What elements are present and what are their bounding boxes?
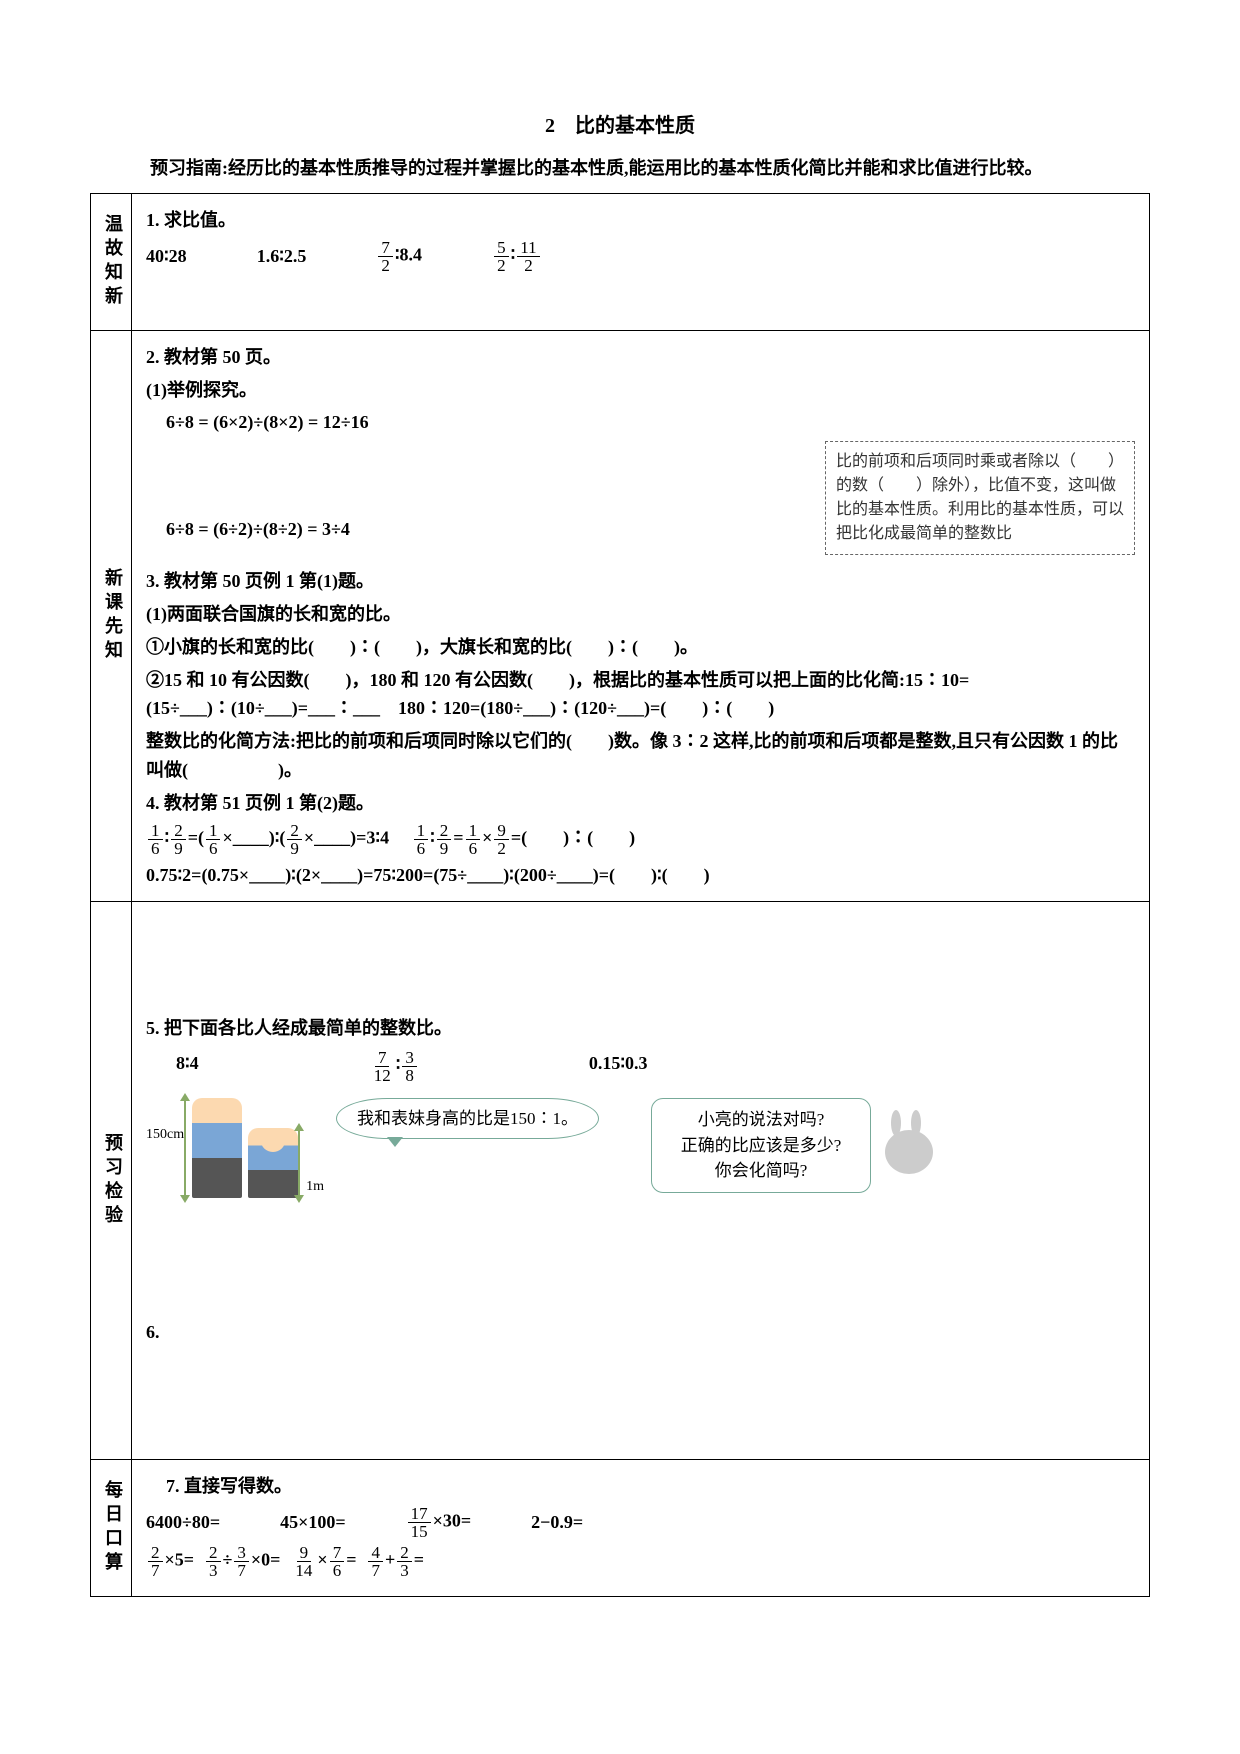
ratio-3: 72∶8.4 xyxy=(376,239,422,274)
new-content: 2. 教材第 50 页。 (1)举例探究。 6÷8 = (6×2)÷(8×2) … xyxy=(132,330,1150,902)
line-3c: ②15 和 10 有公因数( )，180 和 120 有公因数( )，根据比的基… xyxy=(146,666,1135,724)
review-content: 1. 求比值。 40∶28 1.6∶2.5 72∶8.4 52∶112 xyxy=(132,193,1150,330)
oral-8: 47+23= xyxy=(366,1544,424,1579)
line-2a: (1)举例探究。 xyxy=(146,376,1135,405)
kid-tall xyxy=(192,1098,242,1198)
height-2: 1m xyxy=(306,1176,324,1198)
worksheet-table: 温故知新 1. 求比值。 40∶28 1.6∶2.5 72∶8.4 52∶112… xyxy=(90,193,1150,1597)
line-4: 4. 教材第 51 页例 1 第(2)题。 xyxy=(146,789,1135,818)
speech-bubble: 我和表妹身高的比是150∶1。 xyxy=(336,1098,599,1139)
bunny-icon xyxy=(879,1110,939,1180)
oral-2: 45×100= xyxy=(280,1508,346,1537)
line-3: 3. 教材第 50 页例 1 第(1)题。 xyxy=(146,567,1135,596)
line-5: 5. 把下面各比人经成最简单的整数比。 xyxy=(146,1014,1135,1043)
section-label-check: 预习检验 xyxy=(91,902,132,1460)
simp-2: 712∶38 xyxy=(369,1049,419,1084)
kid-short xyxy=(248,1128,298,1198)
q1-ratios: 40∶28 1.6∶2.5 72∶8.4 52∶112 xyxy=(146,239,1135,274)
expr-1: 6÷8 = (6×2)÷(8×2) = 12÷16 xyxy=(166,408,1135,437)
oral-1: 6400÷80= xyxy=(146,1508,220,1537)
oral-content: 7. 直接写得数。 6400÷80= 45×100= 1715×30= 2−0.… xyxy=(132,1459,1150,1596)
line-3a: (1)两面联合国旗的长和宽的比。 xyxy=(146,600,1135,629)
oral-7: 914×76= xyxy=(290,1544,356,1579)
oral-4: 2−0.9= xyxy=(531,1508,583,1537)
line-4c: 0.75∶2=(0.75×____)∶(2×____)=75∶200=(75÷_… xyxy=(146,861,1135,890)
height-arrow-1 xyxy=(184,1098,186,1198)
q1-title: 1. 求比值。 xyxy=(146,206,1135,235)
page-title: 2 比的基本性质 xyxy=(90,110,1150,142)
oral-row-2: 27×5= 23÷37×0= 914×76= 47+23= xyxy=(146,1544,1135,1579)
height-1: 150cm xyxy=(146,1124,184,1146)
ratio-1: 40∶28 xyxy=(146,242,187,271)
oral-row-1: 6400÷80= 45×100= 1715×30= 2−0.9= xyxy=(146,1505,1135,1540)
height-arrow-2 xyxy=(298,1128,300,1198)
illustration: 150cm 1m 我和表妹身高的比是150∶1。 小亮的说法对吗? 正确的比应该… xyxy=(146,1098,1135,1198)
section-label-new: 新课先知 xyxy=(91,330,132,902)
line-7: 7. 直接写得数。 xyxy=(166,1472,1135,1501)
line-3d: 整数比的化简方法:把比的前项和后项同时除以它们的( )数。像 3∶2 这样,比的… xyxy=(146,727,1135,785)
simplify-items: 8∶4 712∶38 0.15∶0.3 xyxy=(176,1049,1135,1084)
page-subtitle: 预习指南:经历比的基本性质推导的过程并掌握比的基本性质,能运用比的基本性质化简比… xyxy=(150,154,1150,183)
section-label-oral: 每日口算 xyxy=(91,1459,132,1596)
simp-1: 8∶4 xyxy=(176,1049,199,1084)
question-bubble: 小亮的说法对吗? 正确的比应该是多少? 你会化简吗? xyxy=(651,1098,871,1193)
check-content: 5. 把下面各比人经成最简单的整数比。 8∶4 712∶38 0.15∶0.3 … xyxy=(132,902,1150,1460)
ratio-4: 52∶112 xyxy=(492,239,542,274)
oral-6: 23÷37×0= xyxy=(204,1544,280,1579)
line-2: 2. 教材第 50 页。 xyxy=(146,343,1135,372)
note-box: 比的前项和后项同时乘或者除以（ ）的数（ ）除外），比值不变，这叫做比的基本性质… xyxy=(825,441,1135,555)
simp-3: 0.15∶0.3 xyxy=(589,1049,648,1084)
section-label-review: 温故知新 xyxy=(91,193,132,330)
line-4eq: 16∶29=(16×____)∶(29×____)=3∶4 16∶29=16×9… xyxy=(146,822,1135,857)
ratio-2: 1.6∶2.5 xyxy=(257,242,307,271)
line-6: 6. xyxy=(146,1318,1135,1347)
oral-3: 1715×30= xyxy=(406,1505,472,1540)
line-3b: ①小旗的长和宽的比( )∶( )，大旗长和宽的比( )∶( )。 xyxy=(146,633,1135,662)
oral-5: 27×5= xyxy=(146,1544,194,1579)
